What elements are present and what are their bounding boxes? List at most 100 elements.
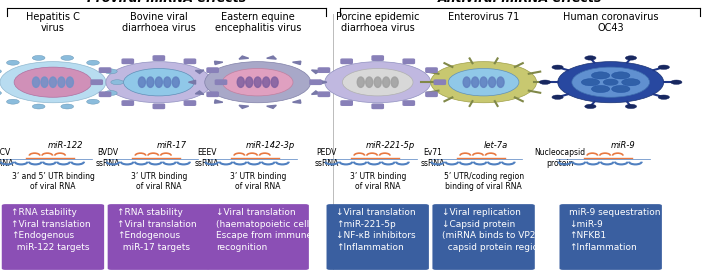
Ellipse shape [472,77,479,87]
Ellipse shape [391,77,398,87]
Polygon shape [311,70,320,73]
FancyBboxPatch shape [426,68,437,72]
Circle shape [431,62,537,103]
Circle shape [671,80,682,84]
Polygon shape [196,91,204,94]
Text: ↓Viral translation
(haematopoietic cells)
Escape from immune
recognition: ↓Viral translation (haematopoietic cells… [216,208,317,252]
FancyBboxPatch shape [206,204,309,270]
Text: Ev71
ssRNA: Ev71 ssRNA [421,148,445,167]
Polygon shape [292,100,301,103]
Ellipse shape [172,77,179,87]
Circle shape [0,69,1,74]
FancyBboxPatch shape [207,68,218,72]
Ellipse shape [463,77,470,87]
Circle shape [581,79,599,86]
Text: ↑RNA stability
↑Viral translation
↑Endogenous
  miR-122 targets: ↑RNA stability ↑Viral translation ↑Endog… [11,208,90,252]
FancyBboxPatch shape [372,56,383,60]
Circle shape [448,68,519,96]
Circle shape [0,62,106,103]
Text: Human coronavirus
OC43: Human coronavirus OC43 [563,12,659,33]
FancyBboxPatch shape [559,204,662,270]
FancyBboxPatch shape [184,59,196,64]
Circle shape [104,90,117,95]
Circle shape [6,99,19,104]
Text: 3’ UTR binding
of viral RNA: 3’ UTR binding of viral RNA [131,172,187,191]
Polygon shape [215,61,223,65]
Ellipse shape [49,77,56,87]
Polygon shape [292,61,301,65]
Circle shape [604,79,618,85]
FancyBboxPatch shape [1,204,104,270]
Text: 3’ UTR binding
of viral RNA: 3’ UTR binding of viral RNA [229,172,286,191]
FancyBboxPatch shape [341,101,352,105]
Circle shape [325,62,431,103]
Text: miR-142-3p: miR-142-3p [246,141,295,150]
FancyBboxPatch shape [122,101,133,105]
FancyBboxPatch shape [107,204,210,270]
Circle shape [104,69,117,74]
Ellipse shape [66,77,73,87]
Ellipse shape [497,77,504,87]
Polygon shape [239,56,249,59]
Circle shape [6,60,19,65]
FancyBboxPatch shape [434,80,445,84]
FancyBboxPatch shape [215,80,227,84]
Text: HCV
ssRNA: HCV ssRNA [0,148,14,167]
Text: BVDV
ssRNA: BVDV ssRNA [96,148,120,167]
Text: EEEV
ssRNA: EEEV ssRNA [195,148,219,167]
Polygon shape [267,56,276,59]
FancyBboxPatch shape [207,92,218,96]
Circle shape [14,67,92,97]
FancyBboxPatch shape [341,59,352,64]
Text: miR-221-5p: miR-221-5p [366,141,415,150]
Ellipse shape [254,77,261,87]
Ellipse shape [237,77,244,87]
Polygon shape [311,91,320,94]
FancyBboxPatch shape [310,80,321,84]
Ellipse shape [138,77,145,87]
Circle shape [124,68,194,96]
Ellipse shape [164,77,171,87]
Text: let-7a: let-7a [484,141,508,150]
Polygon shape [196,70,204,73]
Circle shape [111,80,124,85]
Circle shape [658,65,669,69]
Ellipse shape [383,77,390,87]
Circle shape [552,65,563,69]
Polygon shape [267,105,276,109]
Polygon shape [239,105,249,109]
Circle shape [592,85,610,93]
Ellipse shape [366,77,373,87]
Text: Proviral miRNA effects: Proviral miRNA effects [87,0,246,5]
Circle shape [611,85,630,93]
FancyBboxPatch shape [184,101,196,105]
Text: Hepatitis C
virus: Hepatitis C virus [26,12,80,33]
Text: Bovine viral
diarrhoea virus: Bovine viral diarrhoea virus [122,12,196,33]
Circle shape [592,72,610,79]
FancyBboxPatch shape [100,92,111,96]
Polygon shape [189,80,196,84]
Circle shape [61,104,73,109]
Circle shape [626,56,637,60]
Circle shape [0,90,1,95]
Text: Eastern equine
encephalitis virus: Eastern equine encephalitis virus [215,12,301,33]
Circle shape [106,62,212,103]
Text: 3’ UTR binding
of viral RNA: 3’ UTR binding of viral RNA [349,172,406,191]
FancyBboxPatch shape [153,104,164,109]
Text: miR-9 sequestration
↓miR-9
↑NFKB1
↑Inflammation: miR-9 sequestration ↓miR-9 ↑NFKB1 ↑Infla… [569,208,660,252]
Circle shape [32,104,45,109]
FancyBboxPatch shape [426,92,437,96]
Ellipse shape [357,77,364,87]
Ellipse shape [480,77,487,87]
FancyBboxPatch shape [372,104,383,109]
Circle shape [572,67,650,97]
Text: Nucleocapsid
protein: Nucleocapsid protein [534,148,585,167]
Text: Porcine epidemic
diarrhoea virus: Porcine epidemic diarrhoea virus [336,12,419,33]
FancyBboxPatch shape [327,204,429,270]
Text: miR-122: miR-122 [48,141,83,150]
Circle shape [622,79,640,86]
Circle shape [585,56,596,60]
FancyBboxPatch shape [318,92,330,96]
Circle shape [611,72,630,79]
Circle shape [342,68,413,96]
